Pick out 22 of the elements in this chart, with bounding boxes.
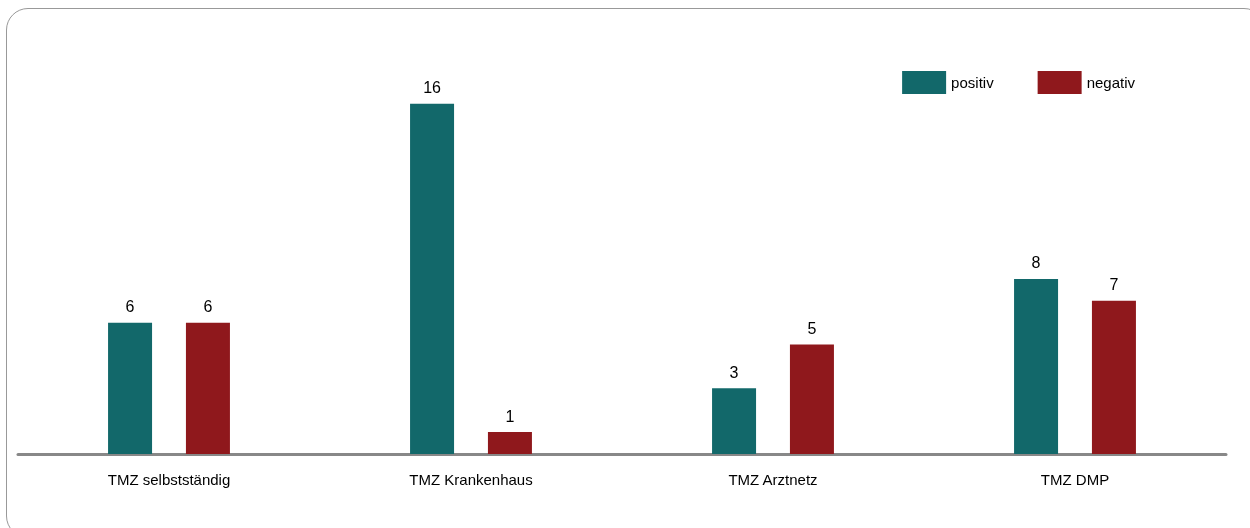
x-tick-label: TMZ DMP bbox=[1040, 471, 1110, 488]
data-label: 16 bbox=[423, 79, 442, 97]
bar bbox=[1091, 300, 1136, 454]
bar bbox=[1014, 278, 1059, 454]
bar bbox=[410, 103, 455, 454]
data-label: 6 bbox=[125, 298, 135, 316]
data-label: 3 bbox=[729, 363, 739, 381]
bar bbox=[185, 322, 230, 454]
data-label: 7 bbox=[1109, 276, 1119, 294]
legend-label: positiv bbox=[951, 74, 995, 91]
legend-label: negativ bbox=[1086, 74, 1136, 91]
data-label: 8 bbox=[1031, 254, 1041, 272]
x-tick-label: TMZ selbstständig bbox=[107, 471, 231, 488]
bar bbox=[789, 344, 834, 454]
bar bbox=[108, 322, 153, 454]
x-tick-label: TMZ Krankenhaus bbox=[409, 471, 533, 488]
bar bbox=[487, 432, 532, 454]
data-label: 5 bbox=[807, 320, 817, 338]
data-label: 6 bbox=[203, 298, 213, 316]
x-tick-label: TMZ Arztnetz bbox=[728, 471, 818, 488]
bar bbox=[712, 388, 757, 454]
data-label: 1 bbox=[505, 407, 515, 425]
